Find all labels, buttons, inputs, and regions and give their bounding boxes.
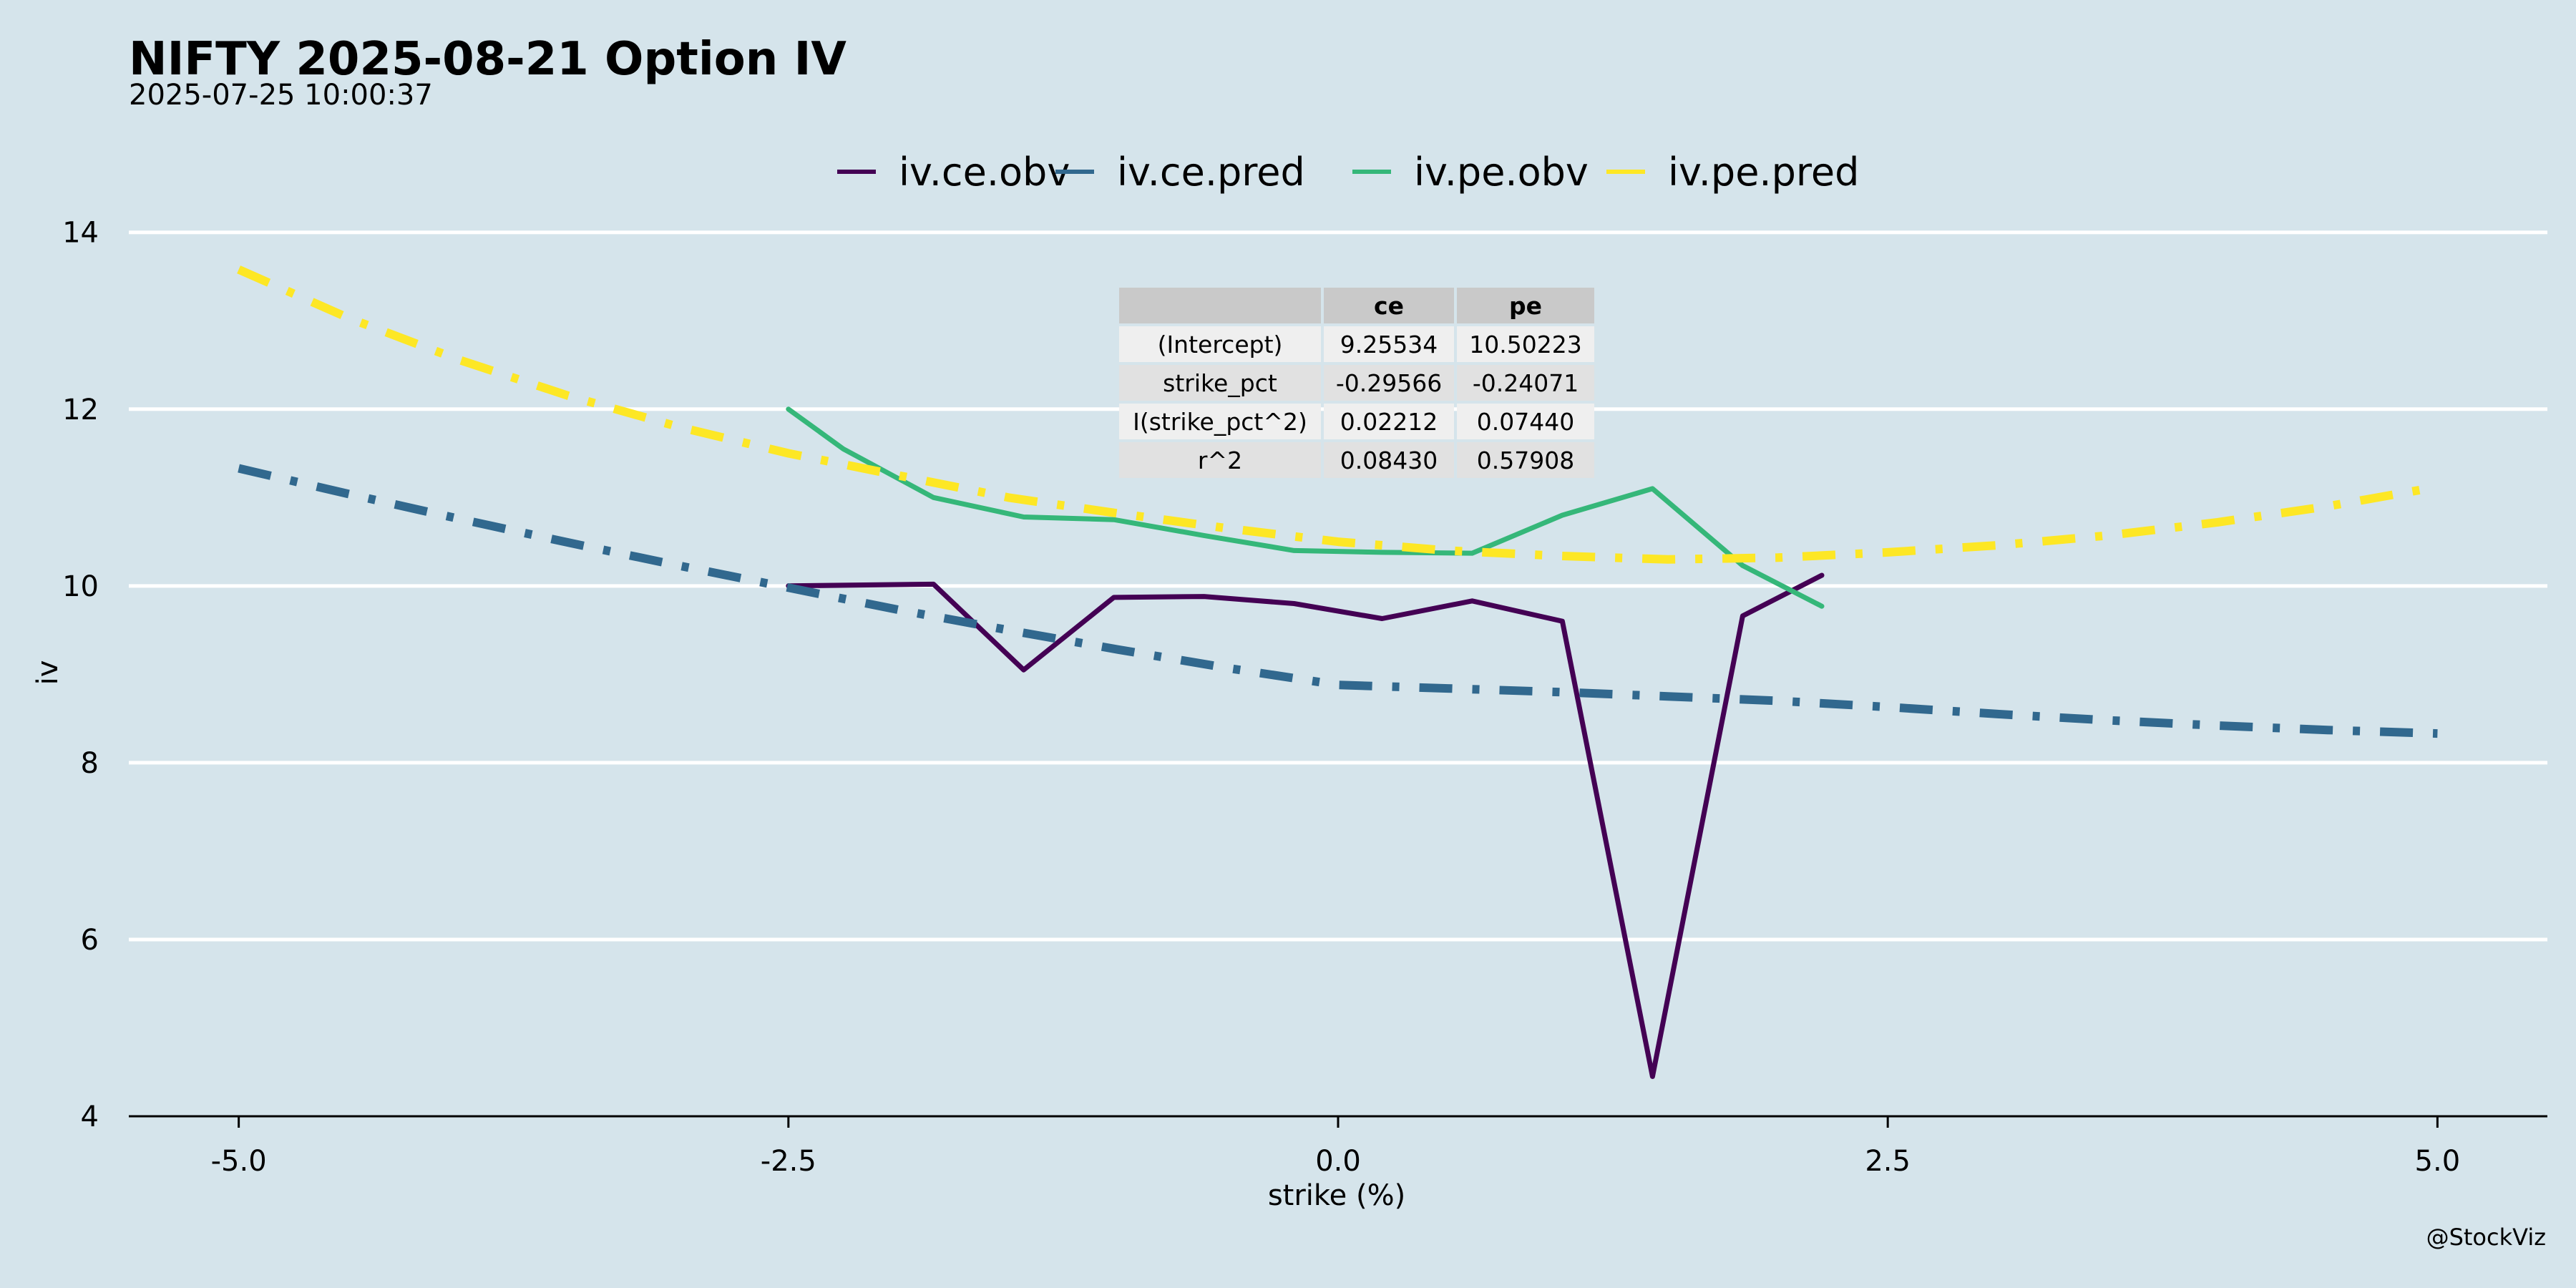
legend-item: iv.ce.obv: [837, 150, 1070, 195]
y-tick-label: 6: [81, 924, 99, 957]
legend-item: iv.ce.pred: [1055, 150, 1305, 195]
table-cell: (Intercept): [1119, 326, 1321, 362]
y-axis-ticks: 4 6 8 10 12 14: [62, 217, 99, 1133]
chart-title: NIFTY 2025-08-21 Option IV: [129, 33, 847, 86]
legend: iv.ce.obv iv.ce.pred iv.pe.obv iv.pe.pred: [837, 150, 1859, 195]
y-tick-label: 12: [62, 394, 99, 426]
table-cell: -0.24071: [1457, 365, 1594, 401]
y-axis-label: iv: [31, 660, 64, 686]
legend-item: iv.pe.pred: [1606, 150, 1859, 195]
table-cell: 9.25534: [1324, 326, 1454, 362]
x-tick-label: -5.0: [211, 1145, 267, 1178]
table-cell: strike_pct: [1119, 365, 1321, 401]
table-header-row: ce pe: [1119, 288, 1594, 323]
series-lines: [237, 265, 2439, 1079]
table-cell: r^2: [1119, 442, 1321, 478]
gridlines: [129, 230, 2547, 942]
table-cell: 0.08430: [1324, 442, 1454, 478]
x-axis-ticks: -5.0 -2.5 0.0 2.5 5.0: [211, 1116, 2461, 1178]
x-tick-label: -2.5: [761, 1145, 816, 1178]
table-row: (Intercept) 9.25534 10.50223: [1119, 326, 1594, 362]
table-cell: 10.50223: [1457, 326, 1594, 362]
coefficients-table: ce pe (Intercept) 9.25534 10.50223 strik…: [1116, 285, 1597, 481]
table-cell: I(strike_pct^2): [1119, 404, 1321, 439]
series-line-iv-pe-obv: [786, 406, 1825, 609]
x-axis-label: strike (%): [1268, 1179, 1405, 1212]
table-row: r^2 0.08430 0.57908: [1119, 442, 1594, 478]
chart-subtitle: 2025-07-25 10:00:37: [129, 79, 433, 112]
table-header-cell: [1119, 288, 1321, 323]
x-tick-label: 5.0: [2415, 1145, 2461, 1178]
table-header-cell: pe: [1457, 288, 1594, 323]
legend-label: iv.pe.pred: [1668, 150, 1859, 195]
table-cell: 0.02212: [1324, 404, 1454, 439]
series-line-iv-pe-pred: [237, 265, 2439, 564]
legend-label: iv.ce.obv: [899, 150, 1070, 195]
table-header-cell: ce: [1324, 288, 1454, 323]
legend-item: iv.pe.obv: [1352, 150, 1589, 195]
table-cell: 0.07440: [1457, 404, 1594, 439]
y-tick-label: 4: [81, 1101, 99, 1133]
y-tick-label: 8: [81, 747, 99, 780]
table-row: I(strike_pct^2) 0.02212 0.07440: [1119, 404, 1594, 439]
caption: @StockViz: [2426, 1224, 2546, 1251]
x-tick-label: 0.0: [1315, 1145, 1361, 1178]
series-line-iv-ce-obv: [786, 572, 1825, 1079]
legend-label: iv.pe.obv: [1414, 150, 1589, 195]
series-line-iv-ce-pred: [238, 464, 2438, 738]
table-row: strike_pct -0.29566 -0.24071: [1119, 365, 1594, 401]
legend-label: iv.ce.pred: [1117, 150, 1305, 195]
table-cell: 0.57908: [1457, 442, 1594, 478]
table-cell: -0.29566: [1324, 365, 1454, 401]
y-tick-label: 14: [62, 217, 99, 250]
x-tick-label: 2.5: [1865, 1145, 1911, 1178]
y-tick-label: 10: [62, 570, 99, 603]
